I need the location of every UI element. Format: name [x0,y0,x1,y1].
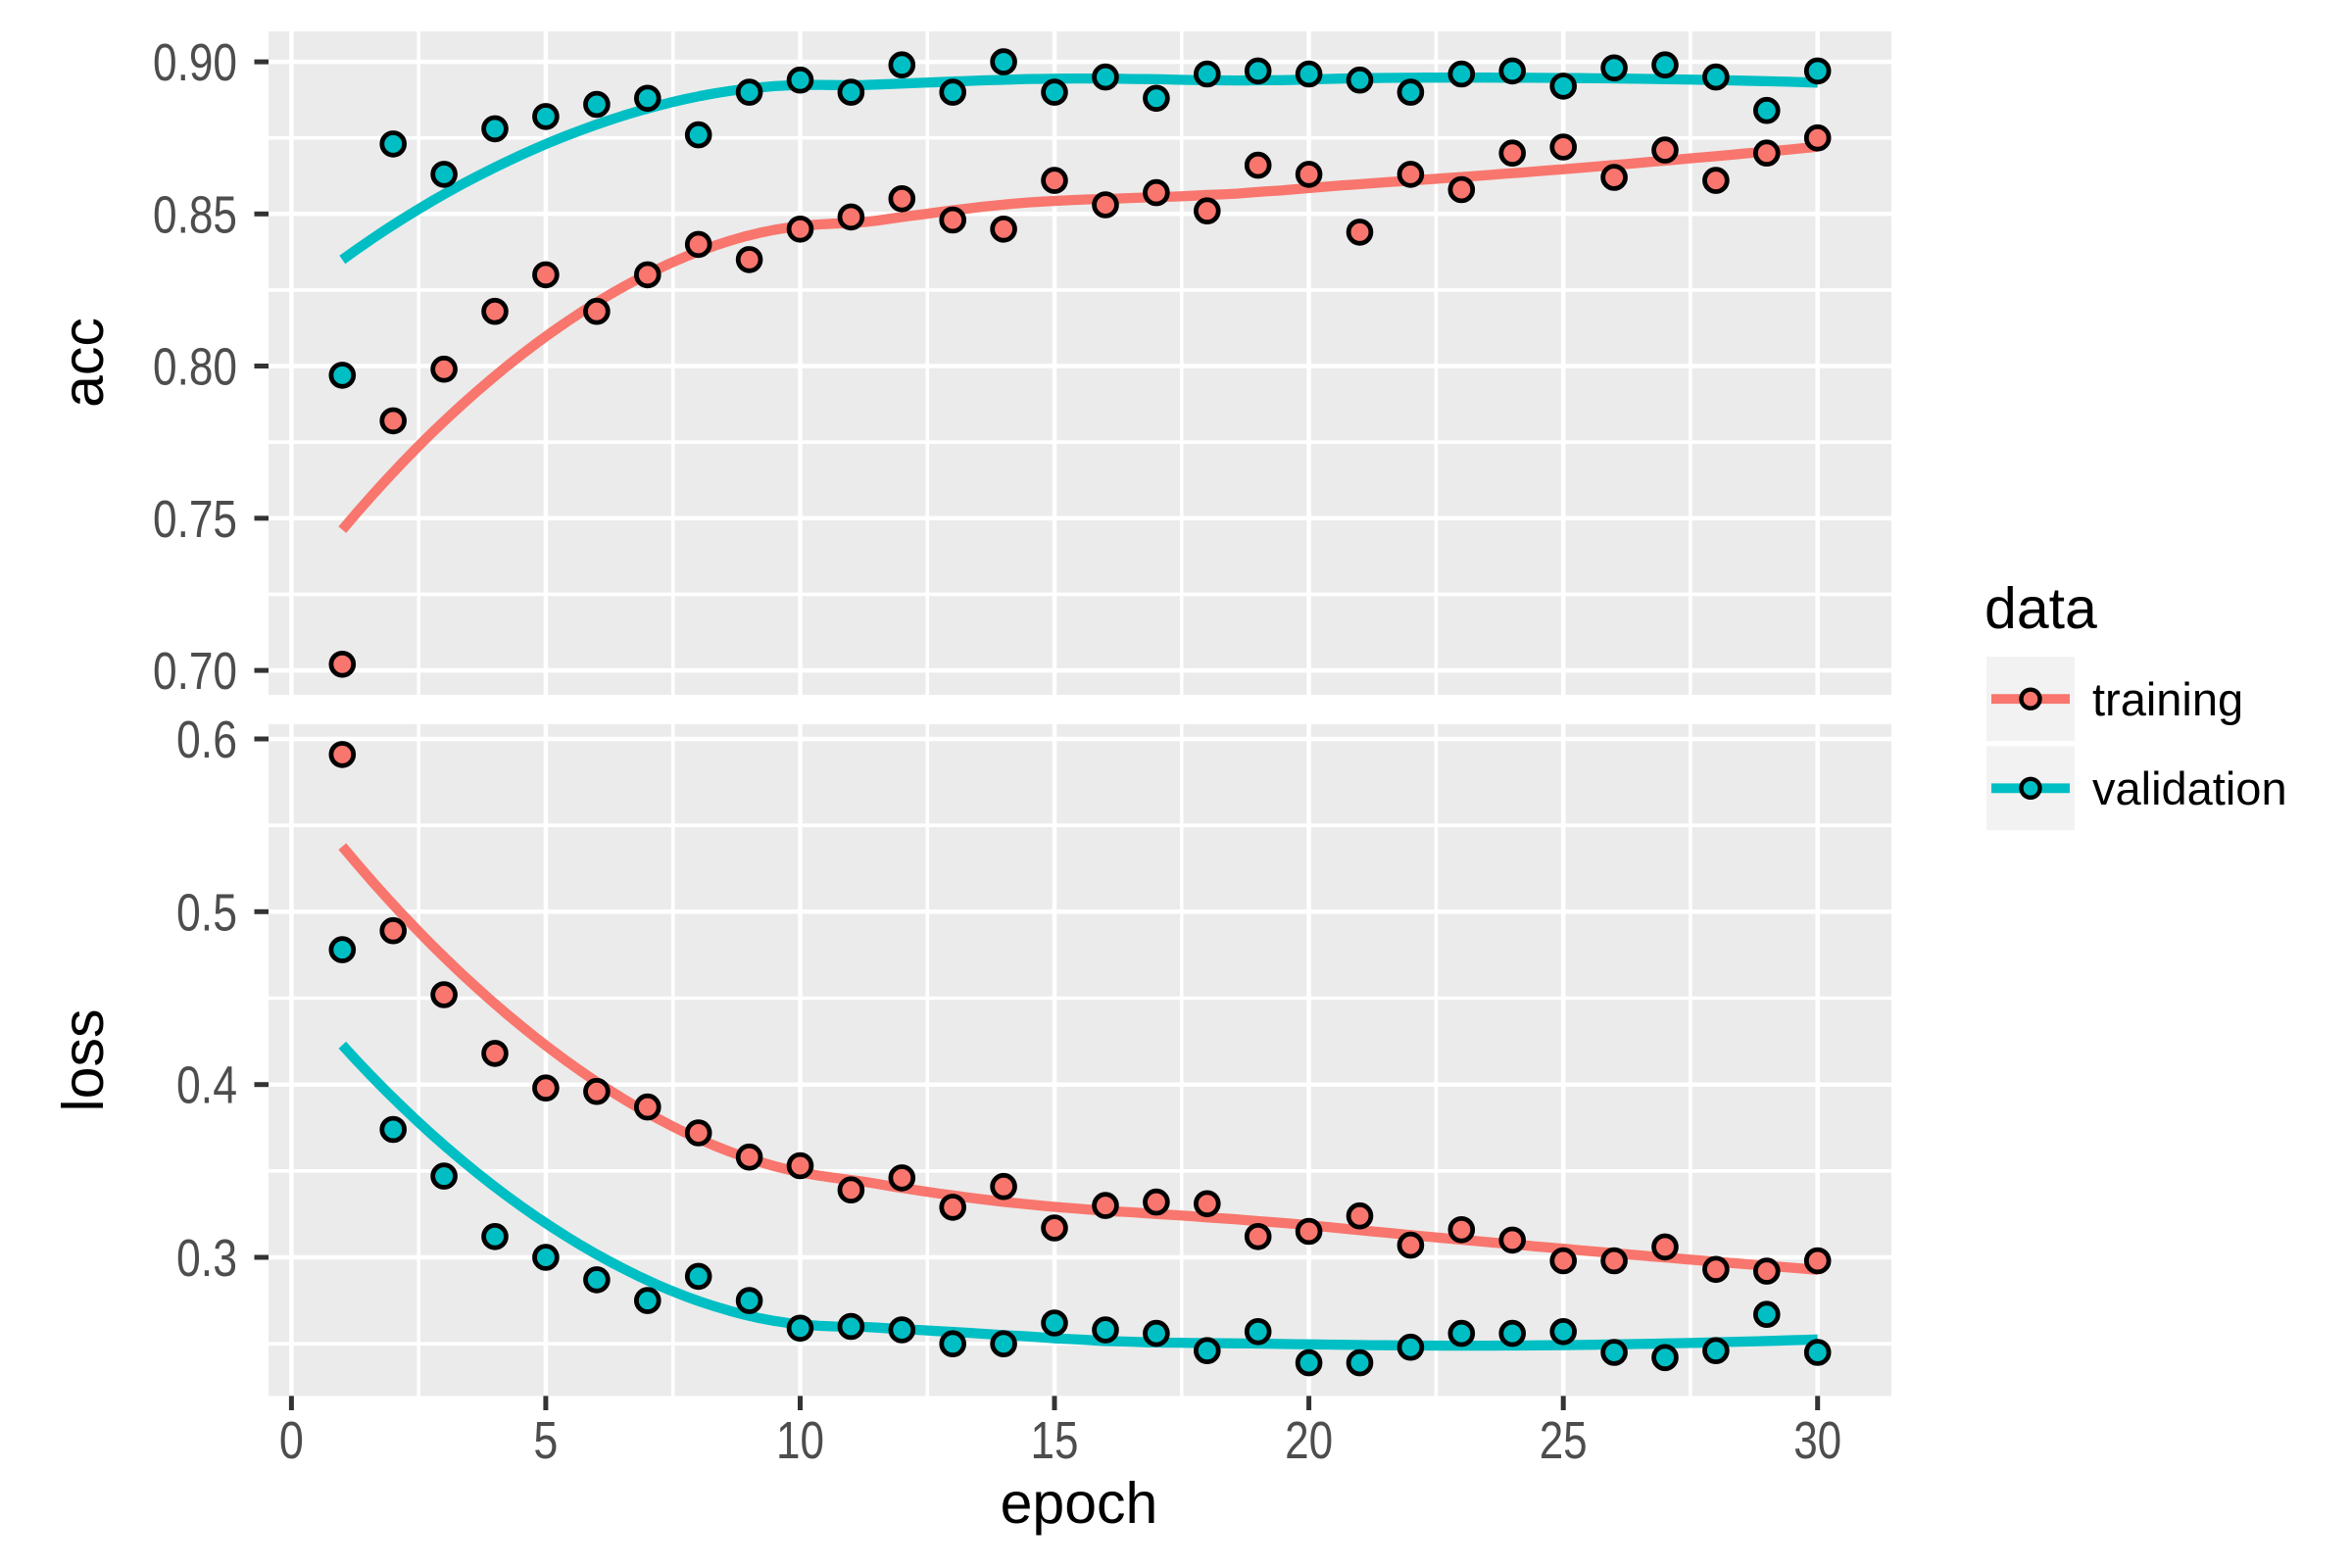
svg-text:0.4: 0.4 [176,1056,237,1115]
svg-text:epoch: epoch [1001,1471,1158,1536]
svg-text:0.6: 0.6 [176,710,237,769]
svg-text:10: 10 [776,1411,824,1470]
svg-text:15: 15 [1031,1411,1079,1470]
svg-text:0: 0 [279,1411,304,1470]
svg-text:0.5: 0.5 [176,883,237,942]
svg-text:5: 5 [533,1411,558,1470]
svg-text:training: training [2092,673,2243,725]
svg-text:loss: loss [51,1009,116,1112]
svg-text:0.80: 0.80 [153,338,237,397]
svg-text:0.75: 0.75 [153,490,237,549]
svg-text:0.70: 0.70 [153,642,237,701]
svg-text:data: data [1984,576,2097,641]
svg-text:acc: acc [51,318,116,408]
svg-text:30: 30 [1793,1411,1841,1470]
svg-text:0.85: 0.85 [153,185,237,244]
svg-text:0.3: 0.3 [176,1229,237,1288]
svg-text:25: 25 [1540,1411,1588,1470]
svg-text:0.90: 0.90 [153,33,237,92]
svg-text:validation: validation [2092,762,2287,814]
svg-text:20: 20 [1285,1411,1333,1470]
